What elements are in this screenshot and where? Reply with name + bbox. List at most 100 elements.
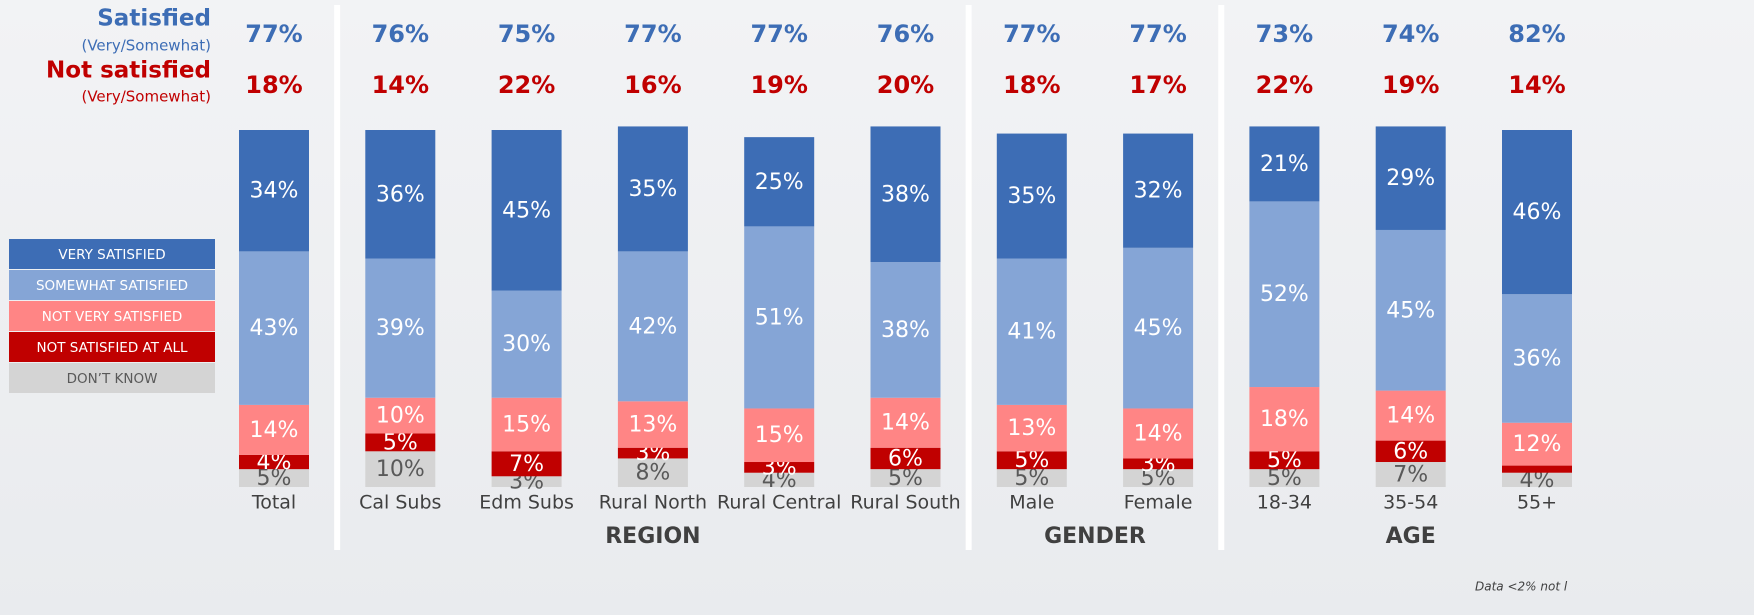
data-label: 5% [1014, 448, 1049, 473]
legend-swatch [9, 239, 215, 269]
summary-label: Not satisfied [46, 58, 211, 84]
data-label: 5% [1014, 466, 1049, 491]
bar-segment [239, 404, 309, 455]
data-label: 30% [502, 332, 551, 357]
bar-segment [491, 476, 562, 487]
data-label: 51% [755, 305, 804, 330]
bar-segment [365, 130, 436, 259]
summary-value: 77% [1129, 20, 1186, 48]
bar-segment [1249, 126, 1320, 202]
data-label: 43% [250, 316, 299, 341]
data-label: 13% [1007, 416, 1056, 441]
summary-value: 19% [750, 71, 807, 99]
summary-value: 77% [750, 20, 807, 48]
bar-segment [239, 251, 309, 405]
legend-swatch [9, 301, 215, 331]
summary-value: 77% [245, 20, 302, 48]
data-label: 18% [1260, 407, 1309, 432]
bar-segment [1123, 458, 1194, 470]
bar-segment [1123, 469, 1194, 487]
data-label: 35% [628, 177, 677, 202]
data-label: 14% [881, 411, 930, 436]
bar-segment [1375, 440, 1446, 463]
legend-swatch [9, 270, 215, 300]
bar-segment [365, 397, 436, 434]
data-label: 46% [1513, 200, 1562, 225]
data-label: 25% [755, 170, 804, 195]
x-tick-label: Rural South [850, 492, 960, 514]
x-tick-label: Male [1009, 492, 1054, 514]
data-label: 14% [250, 418, 299, 443]
group-label: REGION [605, 524, 700, 549]
bar-segment [996, 451, 1067, 470]
data-label: 41% [1007, 320, 1056, 345]
bar-segment [617, 458, 688, 487]
x-tick-label: 35-54 [1383, 492, 1438, 514]
summary-value: 20% [877, 71, 934, 99]
footnote: Data <2% not l [1475, 580, 1568, 594]
legend-label: SOMEWHAT SATISFIED [36, 278, 188, 294]
bar-segment [1375, 462, 1446, 487]
bar-segment [1502, 472, 1572, 487]
group-label: AGE [1386, 524, 1436, 549]
summary-value: 82% [1508, 20, 1565, 48]
data-label: 38% [881, 318, 930, 343]
data-label: 5% [1267, 448, 1302, 473]
data-label: 8% [635, 461, 670, 486]
summary-value: 76% [877, 20, 934, 48]
bar-segment [744, 408, 815, 463]
bar-segment [617, 401, 688, 448]
data-label: 6% [1393, 439, 1428, 464]
x-tick-label: Edm Subs [479, 492, 574, 514]
data-label: 29% [1386, 166, 1435, 191]
bar-segment [996, 404, 1067, 452]
x-tick-label: Cal Subs [359, 492, 441, 514]
bar-segment [1375, 126, 1446, 230]
bar-segment [870, 447, 941, 470]
x-tick-label: 55+ [1517, 492, 1557, 514]
data-label: 32% [1134, 179, 1183, 204]
summary-value: 73% [1256, 20, 1313, 48]
bar-segment [1249, 469, 1320, 487]
bar-segment [870, 469, 941, 487]
group-separator [965, 5, 972, 550]
bar-segment [365, 258, 436, 398]
bar-segment [491, 397, 562, 452]
legend-label: NOT VERY SATISFIED [42, 309, 183, 325]
bar-segment [1375, 229, 1446, 391]
data-label: 13% [628, 413, 677, 438]
bar-segment [1249, 387, 1320, 452]
group-label: GENDER [1044, 524, 1146, 549]
summary-value: 14% [372, 71, 429, 99]
bar-segment [365, 433, 436, 452]
data-label: 5% [383, 430, 418, 455]
data-label: 35% [1007, 184, 1056, 209]
legend-label: NOT SATISFIED AT ALL [36, 340, 188, 356]
legend-label: VERY SATISFIED [58, 247, 165, 263]
data-label: 45% [502, 198, 551, 223]
summary-sublabel: (Very/Somewhat) [81, 37, 211, 55]
bar-segment [870, 262, 941, 398]
bar-segment [744, 472, 815, 487]
bar-segment [617, 126, 688, 252]
bar-segment [744, 137, 815, 227]
data-label: 6% [888, 446, 923, 471]
x-tick-label: Rural North [599, 492, 707, 514]
summary-value: 18% [1003, 71, 1060, 99]
data-label: 39% [376, 316, 425, 341]
x-tick-label: Female [1124, 492, 1193, 514]
data-label: 15% [502, 413, 551, 438]
data-label: 36% [376, 182, 425, 207]
bar-segment [1502, 465, 1572, 473]
data-label: 42% [628, 314, 677, 339]
bar-segment [491, 290, 562, 398]
bar-segment [1123, 247, 1194, 409]
summary-value: 22% [1256, 71, 1313, 99]
summary-value: 77% [1003, 20, 1060, 48]
data-label: 45% [1386, 298, 1435, 323]
data-label: 5% [1267, 466, 1302, 491]
bar-segment [365, 451, 436, 487]
summary-value: 17% [1129, 71, 1186, 99]
summary-label: Satisfied [97, 6, 211, 32]
summary-value: 18% [245, 71, 302, 99]
